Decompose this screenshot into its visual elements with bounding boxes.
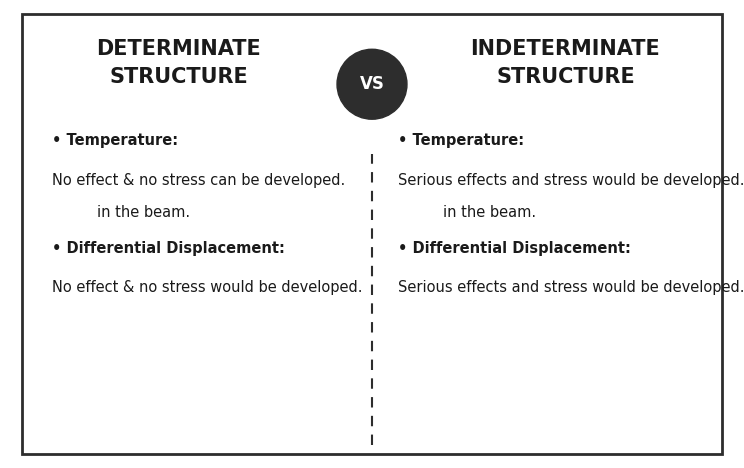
Text: STRUCTURE: STRUCTURE bbox=[496, 67, 635, 87]
Text: in the beam.: in the beam. bbox=[97, 205, 190, 220]
Text: No effect & no stress would be developed.: No effect & no stress would be developed… bbox=[52, 280, 362, 295]
Text: Serious effects and stress would be developed.: Serious effects and stress would be deve… bbox=[398, 173, 744, 188]
Text: Serious effects and stress would be developed.: Serious effects and stress would be deve… bbox=[398, 280, 744, 295]
Text: STRUCTURE: STRUCTURE bbox=[109, 67, 248, 87]
Text: • Temperature:: • Temperature: bbox=[398, 133, 525, 148]
FancyBboxPatch shape bbox=[22, 14, 722, 454]
Text: INDETERMINATE: INDETERMINATE bbox=[470, 39, 661, 59]
Text: DETERMINATE: DETERMINATE bbox=[96, 39, 261, 59]
Text: No effect & no stress can be developed.: No effect & no stress can be developed. bbox=[52, 173, 345, 188]
Text: • Differential Displacement:: • Differential Displacement: bbox=[398, 241, 631, 256]
Ellipse shape bbox=[337, 49, 407, 119]
Text: • Differential Displacement:: • Differential Displacement: bbox=[52, 241, 285, 256]
Text: VS: VS bbox=[359, 75, 385, 93]
Text: • Temperature:: • Temperature: bbox=[52, 133, 179, 148]
Text: in the beam.: in the beam. bbox=[443, 205, 536, 220]
